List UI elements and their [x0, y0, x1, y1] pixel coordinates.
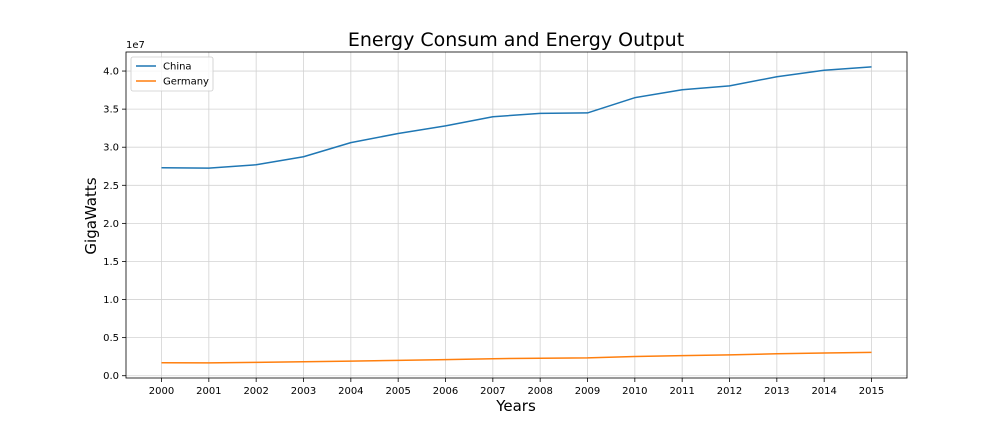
x-tick-label: 2002: [243, 386, 268, 397]
y-axis: 0.0 0.5 1.0 1.5 2.0 2.5 3.0 3.5 4.0: [103, 67, 126, 382]
chart-title: Energy Consum and Energy Output: [348, 29, 684, 51]
x-tick-label: 2009: [575, 386, 600, 397]
y-tick-label: 3.5: [103, 105, 119, 116]
y-axis-offset-label: 1e7: [126, 40, 145, 51]
legend: China Germany: [130, 56, 214, 92]
x-tick-label: 2008: [527, 386, 552, 397]
x-tick-label: 2004: [338, 386, 363, 397]
x-axis-label: Years: [495, 397, 536, 415]
x-tick-label: 2013: [764, 386, 789, 397]
y-axis-label: GigaWatts: [82, 177, 100, 254]
legend-label: Germany: [163, 77, 209, 88]
x-tick-label: 2014: [811, 386, 836, 397]
x-axis: 2000 2001 2002 2003 2004 2005 2006 2007 2008 2009…: [149, 378, 884, 397]
y-tick-label: 0.5: [103, 333, 119, 344]
x-tick-label: 2000: [149, 386, 174, 397]
y-tick-label: 0.0: [103, 371, 119, 382]
x-tick-label: 2015: [859, 386, 884, 397]
y-tick-label: 1.5: [103, 257, 119, 268]
y-tick-label: 4.0: [103, 67, 119, 78]
y-tick-label: 2.5: [103, 181, 119, 192]
x-tick-label: 2011: [669, 386, 694, 397]
y-tick-label: 1.0: [103, 295, 119, 306]
series-group: [161, 66, 872, 364]
x-tick-label: 2003: [291, 386, 316, 397]
grid-lines: [126, 52, 907, 378]
x-tick-label: 2010: [622, 386, 647, 397]
series-line-germany: [161, 351, 872, 364]
x-tick-label: 2005: [385, 386, 410, 397]
x-tick-label: 2001: [196, 386, 221, 397]
legend-label: China: [163, 62, 192, 73]
x-tick-label: 2007: [480, 386, 505, 397]
y-tick-label: 2.0: [103, 219, 119, 230]
plot-area-frame: [125, 51, 908, 379]
x-tick-label: 2012: [717, 386, 742, 397]
y-tick-label: 3.0: [103, 143, 119, 154]
x-tick-label: 2006: [433, 386, 458, 397]
series-line-china: [161, 66, 872, 169]
